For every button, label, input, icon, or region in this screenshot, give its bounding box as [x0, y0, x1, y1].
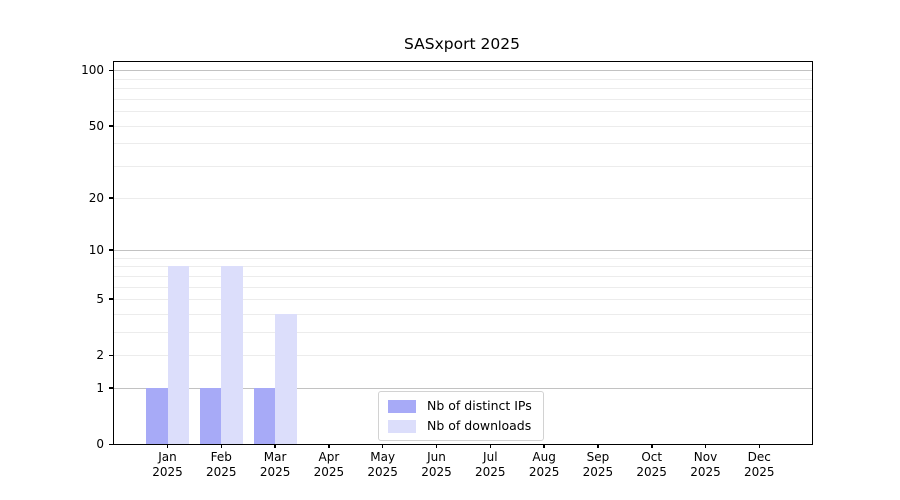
x-tick-label-aug-2025: Aug 2025 [516, 450, 572, 480]
legend-item-downloads: Nb of downloads [388, 419, 532, 433]
bar-nb-of-downloads-mar-2025 [275, 313, 297, 444]
x-tick-feb-2025 [220, 444, 222, 448]
x-tick-month-jun: Jun [427, 450, 446, 464]
y-tick-50 [109, 125, 113, 127]
gridline-minor-4 [114, 313, 812, 315]
y-tick-label-2: 2 [96, 348, 104, 363]
y-tick-label-50: 50 [88, 118, 104, 133]
y-tick-label-100: 100 [81, 63, 104, 78]
bar-nb-of-downloads-jan-2025 [167, 266, 189, 444]
x-tick-month-aug: Aug [532, 450, 556, 464]
x-tick-month-feb: Feb [210, 450, 232, 464]
legend-label-downloads: Nb of downloads [427, 418, 532, 433]
x-tick-month-oct: Oct [641, 450, 663, 464]
x-tick-year-jun: 2025 [421, 465, 452, 479]
y-tick-100 [109, 69, 113, 72]
x-tick-sep-2025 [597, 444, 599, 448]
legend-item-distinct-ips: Nb of distinct IPs [388, 399, 532, 413]
x-tick-year-nov: 2025 [690, 465, 721, 479]
plot-area: 0 1 2 5 10 20 50 100 Jan 2025 Feb 2025 Mar 2025 Apr 202… [81, 61, 813, 479]
x-tick-label-apr-2025: Apr 2025 [301, 450, 357, 480]
x-tick-month-may: May [370, 450, 396, 464]
gridline-minor-80 [114, 88, 812, 90]
legend-swatch-downloads-icon [388, 419, 416, 433]
gridline-minor-30 [114, 166, 812, 167]
gridline-minor-9 [114, 257, 812, 259]
gridline-minor-7 [114, 275, 812, 277]
gridline-minor-40 [114, 143, 812, 145]
y-tick-2 [109, 354, 113, 357]
x-tick-year-sep: 2025 [582, 465, 614, 479]
x-tick-jun-2025 [435, 444, 438, 448]
x-tick-label-may-2025: May 2025 [355, 450, 411, 480]
y-tick-1 [109, 387, 113, 389]
legend: Nb of distinct IPs Nb of downloads [378, 391, 544, 441]
gridline-minor-70 [114, 98, 812, 100]
x-tick-year-may: 2025 [367, 465, 398, 479]
x-tick-month-sep: Sep [586, 450, 610, 464]
x-tick-jul-2025 [489, 444, 491, 448]
x-tick-year-aug: 2025 [528, 465, 560, 479]
bar-nb-of-distinct-ips-feb-2025 [199, 387, 222, 444]
x-tick-label-jun-2025: Jun 2025 [409, 450, 465, 480]
legend-swatch-distinct-ips-icon [388, 399, 416, 413]
y-tick-label-1: 1 [96, 380, 104, 395]
gridline-major-10 [114, 249, 812, 251]
x-tick-year-jan: 2025 [152, 465, 183, 479]
gridline-major-1 [114, 387, 812, 389]
x-tick-label-dec-2025: Dec 2025 [731, 450, 787, 480]
legend-label-distinct-ips: Nb of distinct IPs [427, 398, 532, 413]
x-tick-year-jul: 2025 [475, 465, 506, 479]
y-tick-5 [109, 298, 113, 300]
bar-nb-of-downloads-feb-2025 [221, 266, 243, 444]
y-tick-20 [109, 197, 113, 199]
y-tick-label-5: 5 [96, 291, 104, 306]
gridline-minor-50 [114, 125, 812, 127]
x-tick-month-dec: Dec [747, 450, 771, 464]
x-tick-apr-2025 [328, 444, 330, 448]
x-tick-label-feb-2025: Feb 2025 [193, 450, 249, 480]
x-tick-year-mar: 2025 [259, 465, 291, 479]
x-tick-oct-2025 [651, 444, 653, 448]
x-tick-month-jul: Jul [483, 450, 498, 464]
x-tick-month-mar: Mar [263, 450, 287, 464]
x-tick-mar-2025 [274, 444, 276, 448]
gridline-minor-3 [114, 331, 812, 333]
x-tick-month-jan: Jan [158, 450, 177, 464]
x-tick-label-jan-2025: Jan 2025 [140, 450, 196, 480]
x-tick-aug-2025 [543, 444, 545, 448]
x-tick-year-oct: 2025 [636, 465, 667, 479]
x-tick-jan-2025 [166, 444, 169, 448]
gridline-minor-6 [114, 286, 812, 288]
gridline-minor-20 [114, 197, 812, 199]
x-tick-year-apr: 2025 [313, 465, 345, 479]
x-tick-may-2025 [381, 444, 384, 448]
gridline-minor-5 [114, 298, 812, 300]
x-tick-label-nov-2025: Nov 2025 [678, 450, 734, 480]
x-tick-month-nov: Nov [693, 450, 718, 464]
gridline-minor-60 [114, 111, 812, 113]
bar-nb-of-distinct-ips-mar-2025 [253, 387, 276, 444]
gridline-major-100 [114, 70, 812, 72]
chart-title: SASxport 2025 [404, 35, 520, 53]
x-tick-label-mar-2025: Mar 2025 [247, 450, 303, 480]
x-tick-year-feb: 2025 [206, 465, 237, 479]
y-tick-label-0: 0 [96, 437, 104, 451]
x-tick-nov-2025 [704, 444, 707, 448]
x-tick-label-jul-2025: Jul 2025 [462, 450, 518, 480]
x-tick-label-sep-2025: Sep 2025 [570, 450, 626, 480]
gridline-minor-8 [114, 266, 812, 268]
x-tick-label-oct-2025: Oct 2025 [624, 450, 680, 480]
x-tick-dec-2025 [758, 444, 760, 448]
x-tick-year-dec: 2025 [744, 465, 775, 479]
y-tick-0 [109, 443, 113, 445]
bar-nb-of-distinct-ips-jan-2025 [146, 387, 168, 444]
x-tick-month-apr: Apr [318, 450, 340, 464]
y-tick-label-20: 20 [88, 190, 104, 205]
y-tick-10 [109, 249, 113, 251]
gridline-minor-90 [114, 78, 812, 80]
gridline-minor-2 [114, 355, 812, 357]
y-tick-label-10: 10 [88, 242, 104, 257]
